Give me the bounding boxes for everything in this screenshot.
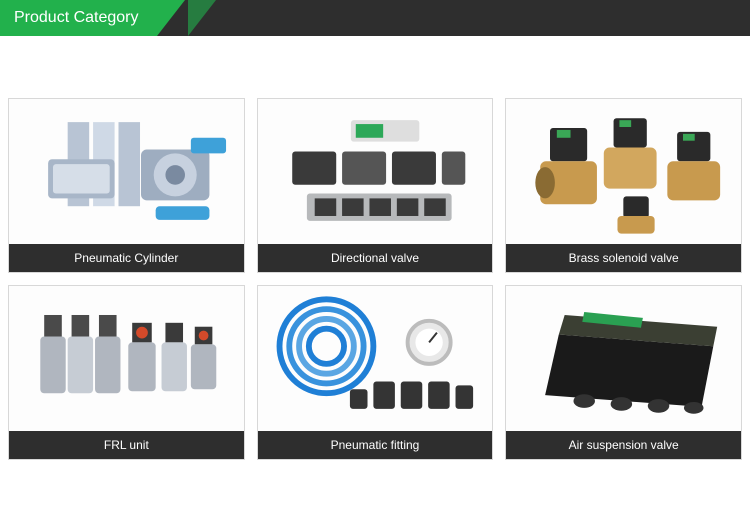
category-card-pneumatic-fitting[interactable]: Pneumatic fitting: [257, 285, 494, 460]
category-thumb: [9, 286, 244, 431]
category-caption: Brass solenoid valve: [506, 244, 741, 272]
header-accent-chevron: [157, 0, 185, 36]
header-bar: Product Category: [0, 0, 750, 36]
air-suspension-valve-icon: [506, 286, 741, 431]
category-caption: Air suspension valve: [506, 431, 741, 459]
directional-valve-icon: [258, 99, 493, 244]
category-caption: Directional valve: [258, 244, 493, 272]
category-card-directional-valve[interactable]: Directional valve: [257, 98, 494, 273]
category-card-frl-unit[interactable]: FRL unit: [8, 285, 245, 460]
category-thumb: [258, 286, 493, 431]
pneumatic-fitting-icon: [258, 286, 493, 431]
category-card-pneumatic-cylinder[interactable]: Pneumatic Cylinder: [8, 98, 245, 273]
category-caption: FRL unit: [9, 431, 244, 459]
pneumatic-cylinder-icon: [9, 99, 244, 244]
category-thumb: [506, 99, 741, 244]
category-thumb: [9, 99, 244, 244]
category-grid: Pneumatic Cylinder Directional valve: [0, 36, 750, 468]
category-card-brass-solenoid-valve[interactable]: Brass solenoid valve: [505, 98, 742, 273]
category-thumb: [258, 99, 493, 244]
category-thumb: [506, 286, 741, 431]
category-card-air-suspension-valve[interactable]: Air suspension valve: [505, 285, 742, 460]
category-caption: Pneumatic Cylinder: [9, 244, 244, 272]
header-accent-chevron-fade: [188, 0, 216, 36]
header-accent-block: Product Category: [0, 0, 185, 36]
brass-solenoid-valve-icon: [506, 99, 741, 244]
header-title: Product Category: [0, 0, 157, 36]
frl-unit-icon: [9, 286, 244, 431]
category-caption: Pneumatic fitting: [258, 431, 493, 459]
